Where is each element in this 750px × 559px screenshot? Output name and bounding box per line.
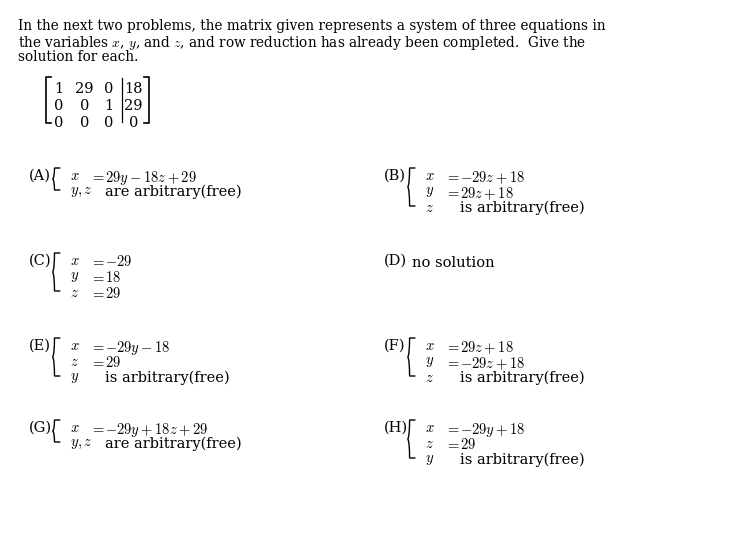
Text: $=$: $=$ [89,286,104,300]
Text: 0: 0 [104,116,114,130]
Text: 0: 0 [80,116,89,130]
Text: is arbitrary(free): is arbitrary(free) [460,453,585,467]
Text: $=$: $=$ [445,355,460,369]
Text: 1: 1 [54,82,63,96]
Text: $-29y + 18$: $-29y + 18$ [460,421,526,439]
Text: $=$: $=$ [89,169,104,183]
Text: is arbitrary(free): is arbitrary(free) [105,371,230,385]
Text: $-29$: $-29$ [105,254,132,269]
Text: $z$: $z$ [425,437,434,451]
Text: $x$: $x$ [425,169,435,183]
Text: (H): (H) [384,421,409,435]
Text: $y$: $y$ [70,270,80,284]
Text: $x$: $x$ [425,339,435,353]
Text: $18$: $18$ [105,270,121,285]
Text: $z$: $z$ [425,371,434,385]
Text: 0: 0 [54,99,63,113]
Text: $x$: $x$ [70,421,80,435]
Text: 0: 0 [54,116,63,130]
Text: $=$: $=$ [445,437,460,451]
Text: 1: 1 [104,99,113,113]
Text: no solution: no solution [412,256,494,270]
Text: 0: 0 [128,116,138,130]
Text: $29z + 18$: $29z + 18$ [460,339,514,356]
Text: 0: 0 [104,82,114,96]
Text: $x$: $x$ [425,421,435,435]
Text: $=$: $=$ [89,254,104,268]
Text: $x$: $x$ [70,339,80,353]
Text: $29y - 18z + 29$: $29y - 18z + 29$ [105,169,197,187]
Text: $-29y + 18z + 29$: $-29y + 18z + 29$ [105,421,209,439]
Text: $=$: $=$ [89,355,104,369]
Text: $y$: $y$ [425,355,434,369]
Text: $-29z + 18$: $-29z + 18$ [460,355,525,372]
Text: $29$: $29$ [460,437,476,452]
Text: $=$: $=$ [445,421,460,435]
Text: 0: 0 [80,99,89,113]
Text: is arbitrary(free): is arbitrary(free) [460,371,585,385]
Text: 29: 29 [124,99,142,113]
Text: $y$: $y$ [425,185,434,199]
Text: $=$: $=$ [89,270,104,284]
Text: is arbitrary(free): is arbitrary(free) [460,201,585,215]
Text: $=$: $=$ [89,421,104,435]
Text: solution for each.: solution for each. [17,50,138,64]
Text: $-29y - 18$: $-29y - 18$ [105,339,170,357]
Text: In the next two problems, the matrix given represents a system of three equation: In the next two problems, the matrix giv… [17,19,605,33]
Text: the variables $x$, $y$, and $z$, and row reduction has already been completed.  : the variables $x$, $y$, and $z$, and row… [17,35,586,53]
Text: $x$: $x$ [70,169,80,183]
Text: (C): (C) [29,254,52,268]
Text: $=$: $=$ [445,185,460,199]
Text: 29: 29 [76,82,94,96]
Text: $29$: $29$ [105,355,121,370]
Text: $=$: $=$ [89,339,104,353]
Text: $y, z$: $y, z$ [70,185,92,199]
Text: (G): (G) [29,421,52,435]
Text: $z$: $z$ [70,355,79,369]
Text: $z$: $z$ [70,286,79,300]
Text: 18: 18 [124,82,142,96]
Text: (E): (E) [29,339,51,353]
Text: $y$: $y$ [425,453,434,467]
Text: (D): (D) [384,254,407,268]
Text: $y, z$: $y, z$ [70,437,92,451]
Text: $29$: $29$ [105,286,121,301]
Text: (B): (B) [384,169,406,183]
Text: are arbitrary(free): are arbitrary(free) [105,185,242,200]
Text: $29z + 18$: $29z + 18$ [460,185,514,202]
Text: $x$: $x$ [70,254,80,268]
Text: $=$: $=$ [445,339,460,353]
Text: are arbitrary(free): are arbitrary(free) [105,437,242,451]
Text: $-29z + 18$: $-29z + 18$ [460,169,525,186]
Text: $y$: $y$ [70,371,80,385]
Text: $=$: $=$ [445,169,460,183]
Text: (F): (F) [384,339,406,353]
Text: $z$: $z$ [425,201,434,215]
Text: (A): (A) [29,169,51,183]
